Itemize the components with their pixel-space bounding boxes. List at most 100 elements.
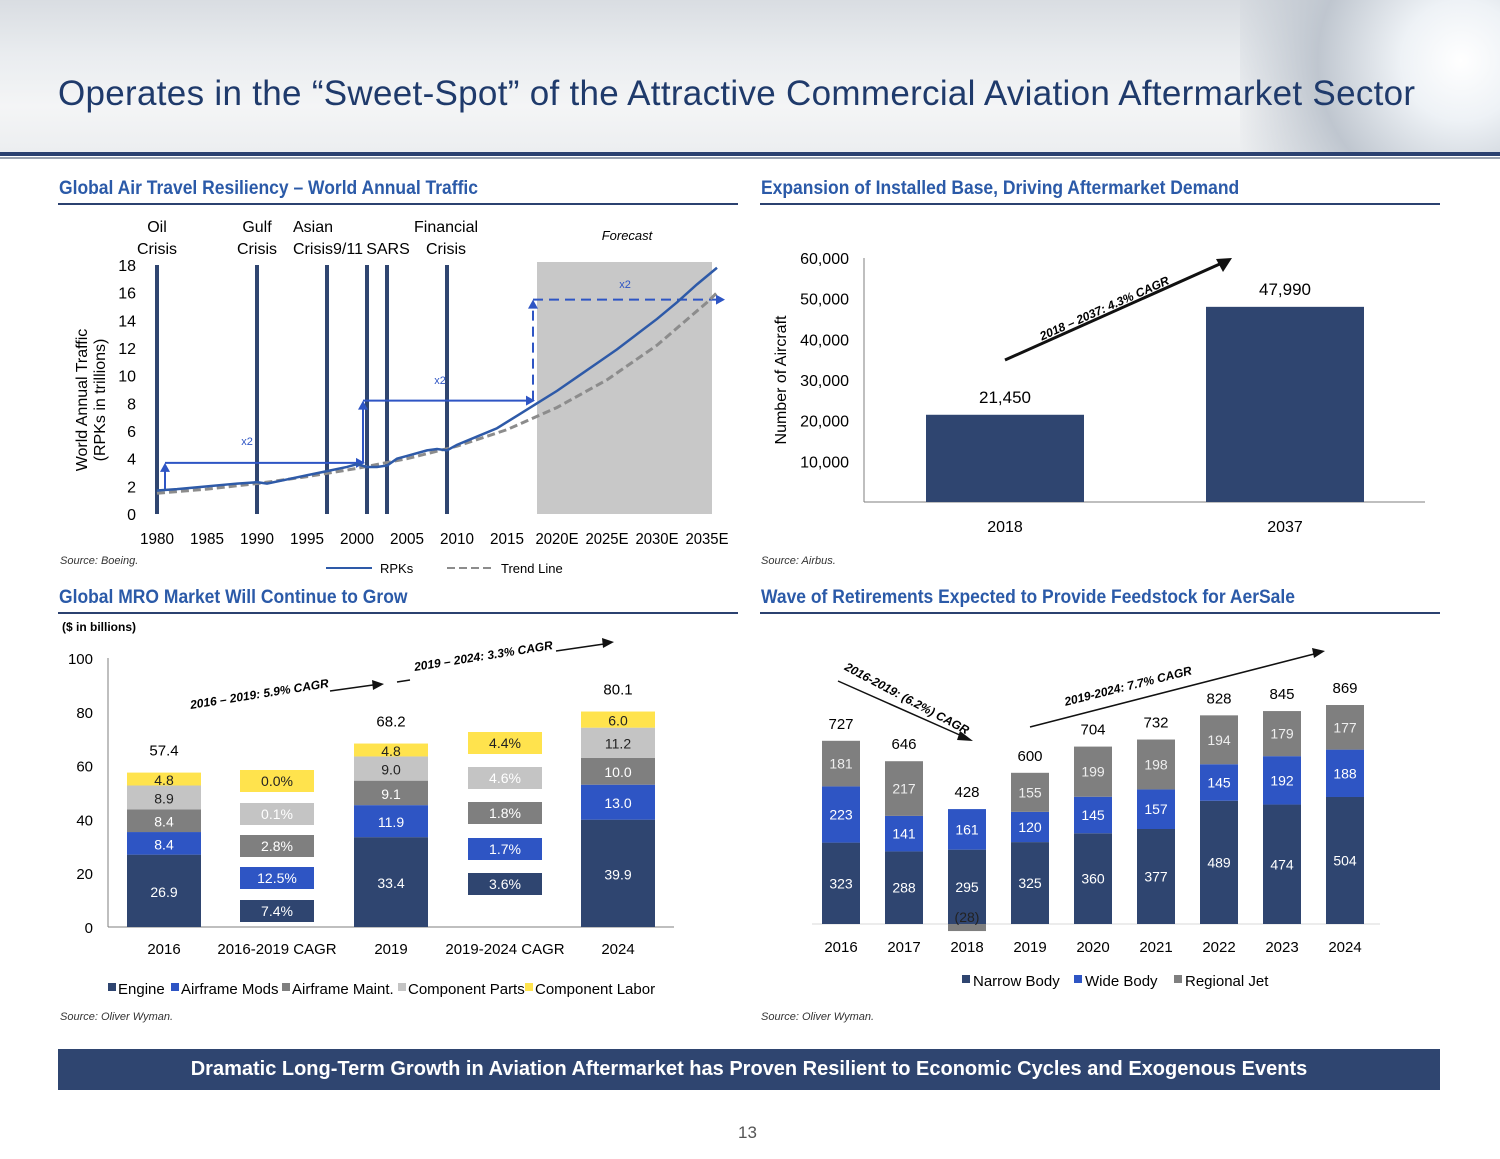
y-tick-label: 12	[118, 341, 136, 358]
segment-label: 8.4	[154, 836, 174, 852]
x-tick-label: 2021	[1139, 939, 1172, 956]
mro-source: Source: Oliver Wyman.	[60, 1011, 174, 1023]
x-tick-label: 2025E	[586, 531, 629, 548]
mro-bar-segment	[581, 784, 655, 820]
y-tick-label: 80	[76, 705, 93, 722]
x-tick-label: 2024	[1328, 939, 1361, 956]
retire-bar-segment	[1011, 772, 1049, 812]
retire-bar-segment	[822, 786, 860, 843]
segment-label: 6.0	[608, 713, 628, 729]
segment-label: 39.9	[604, 866, 631, 882]
x-tick-label: 1980	[140, 531, 174, 548]
segment-label: 11.9	[378, 814, 404, 830]
bar-total-label: 68.2	[376, 714, 405, 731]
mro-bar-segment	[127, 785, 201, 810]
mro-bar-segment	[354, 805, 428, 838]
segment-label: 145	[1081, 807, 1105, 823]
cagr-box-label: 1.8%	[489, 805, 521, 821]
cagr-box	[468, 767, 542, 789]
header-divider	[0, 152, 1500, 156]
y-tick-label: 16	[118, 286, 136, 303]
retirements-chart: 323 223 181 727 2016 288 141 217 646 2017 295 161 (2…	[812, 648, 1380, 990]
retire-section-title: Wave of Retirements Expected to Provide …	[761, 587, 1295, 608]
page-number: 13	[738, 1123, 757, 1142]
retire-bar-segment	[885, 851, 923, 924]
event-label: Financial	[414, 219, 478, 236]
event-bar	[445, 265, 449, 514]
installed-bar	[1206, 306, 1364, 502]
cagr-box	[240, 867, 314, 889]
x-tick-label: 2016	[824, 939, 857, 956]
cagr-arrow	[329, 684, 374, 692]
x-tick-label: 2016-2019 CAGR	[217, 941, 336, 958]
segment-label: 33.4	[377, 875, 404, 891]
arrow-head	[716, 294, 725, 305]
retire-bar-segment	[1326, 749, 1364, 797]
retire-bar-segment	[1200, 764, 1238, 801]
mro-bar-segment	[127, 854, 201, 927]
retire-bar-segment	[822, 842, 860, 924]
segment-label: 9.0	[381, 762, 401, 778]
segment-label: 9.1	[381, 786, 401, 802]
traffic-chart: Forecast 0 2 4 6 8 10 12 14 16 18 1980 1985 1990 1995 2…	[74, 219, 729, 576]
bar-value-label: 47,990	[1259, 280, 1311, 299]
legend-label: Component Labor	[535, 981, 655, 998]
retire-source: Source: Oliver Wyman.	[761, 1011, 875, 1023]
retire-bar-segment	[1074, 746, 1112, 797]
event-label: Crisis	[237, 241, 277, 258]
x-tick-label: 1985	[190, 531, 224, 548]
bar-total-label: 704	[1080, 722, 1105, 739]
event-label: Oil	[147, 219, 167, 236]
retire-bar-segment	[885, 761, 923, 816]
x-tick-label: 2019	[1013, 939, 1046, 956]
legend-swatch	[962, 975, 970, 983]
doubling-label: x2	[434, 375, 446, 387]
segment-label: 11.2	[605, 736, 631, 752]
y-tick-label: 100	[68, 651, 93, 668]
negative-label: (28)	[955, 909, 980, 925]
retire-bar-segment	[1263, 756, 1301, 805]
segment-label: 120	[1018, 819, 1042, 835]
mro-market-chart: ($ in billions) 0 20 40 60 80 100 26.9 8.4 8.4 8.9…	[62, 620, 674, 998]
event-label: 9/11	[333, 241, 363, 258]
segment-label: 8.4	[154, 814, 174, 830]
installed-section-rule	[760, 203, 1440, 205]
mro-bar-segment	[581, 727, 655, 758]
x-tick-label: 1995	[290, 531, 324, 548]
cagr-arrow	[555, 643, 605, 652]
mro-bar-segment	[581, 757, 655, 785]
segment-label: 26.9	[150, 884, 177, 900]
mro-bar-segment	[581, 711, 655, 728]
x-tick-label: 2030E	[636, 531, 679, 548]
arrow-head	[528, 299, 538, 309]
retire-bar-segment	[1200, 715, 1238, 765]
segment-label: 155	[1018, 784, 1042, 800]
y-tick-label: 40	[76, 812, 93, 829]
installed-base-chart: 10,000 20,000 30,000 40,000 50,000 60,000 Numb…	[773, 251, 1425, 536]
retire-bar-segment	[1326, 796, 1364, 924]
arrow-head	[160, 462, 170, 472]
y-tick-label: 10,000	[800, 454, 849, 471]
segment-label: 177	[1333, 719, 1357, 735]
segment-label: 325	[1018, 875, 1042, 891]
bar-total-label: 57.4	[149, 743, 178, 760]
cagr-arrow-head	[957, 731, 973, 741]
segment-label: 223	[829, 807, 853, 823]
legend-swatch	[1074, 975, 1082, 983]
segment-label: 295	[955, 879, 979, 895]
x-tick-label: 1990	[240, 531, 274, 548]
cagr-arrow	[837, 680, 963, 737]
y-tick-label: 20,000	[800, 414, 849, 431]
y-tick-label: 2	[127, 479, 136, 496]
mro-bar-segment	[354, 837, 428, 927]
doubling-label: x2	[619, 279, 631, 291]
segment-label: 179	[1270, 726, 1294, 742]
cagr-arrow-head	[372, 680, 384, 690]
retire-bar-segment	[1011, 811, 1049, 843]
rpk-line	[156, 266, 718, 492]
installed-source: Source: Airbus.	[761, 555, 836, 567]
retire-bar-segment	[948, 924, 986, 932]
retire-section-rule	[760, 612, 1440, 614]
x-tick-label: 2016	[147, 941, 180, 958]
segment-label: 199	[1081, 764, 1105, 780]
